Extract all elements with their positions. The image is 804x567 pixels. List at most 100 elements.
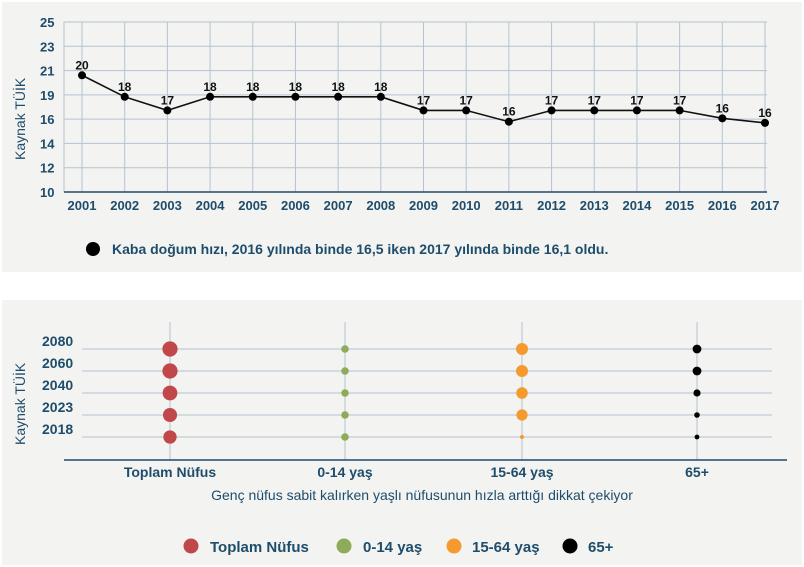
legend-swatch — [183, 538, 199, 554]
x-tick-label: 2002 — [110, 198, 139, 213]
data-point — [248, 92, 257, 101]
y-tick-label: 2018 — [42, 421, 73, 437]
legend-swatch — [562, 538, 578, 554]
data-label: 18 — [289, 80, 303, 94]
data-label: 17 — [630, 93, 644, 107]
data-point — [675, 106, 684, 115]
y-tick-label: 19 — [40, 88, 54, 103]
data-point — [516, 409, 528, 421]
data-label: 17 — [417, 93, 431, 107]
data-label: 17 — [673, 93, 687, 107]
data-label: 20 — [75, 58, 89, 72]
y-tick-label: 14 — [40, 136, 55, 151]
data-point — [520, 435, 524, 439]
y-tick-label: 21 — [40, 64, 54, 79]
legend-label: 0-14 yaş — [363, 539, 422, 556]
data-point — [206, 92, 215, 101]
data-label: 16 — [758, 106, 772, 120]
data-point — [163, 430, 177, 444]
x-tick-label: 2013 — [580, 198, 609, 213]
data-point — [694, 434, 700, 440]
data-point — [341, 433, 349, 441]
data-point — [692, 366, 702, 376]
data-label: 18 — [203, 80, 217, 94]
x-tick-label: 2017 — [751, 198, 780, 213]
x-tick-label: 2006 — [281, 198, 310, 213]
data-point — [419, 106, 428, 115]
data-point — [693, 389, 701, 397]
x-tick-label: 2010 — [452, 198, 481, 213]
data-point — [78, 71, 86, 80]
x-tick-label: 15-64 yaş — [490, 464, 553, 480]
data-label: 16 — [716, 101, 730, 115]
legend-label: 15-64 yaş — [472, 539, 540, 556]
x-tick-label: 2008 — [366, 198, 395, 213]
y-tick-label: 2023 — [42, 399, 73, 415]
legend-swatch — [446, 538, 462, 554]
data-label: 17 — [588, 93, 602, 107]
y-tick-label: 2080 — [42, 333, 73, 349]
x-tick-label: 65+ — [685, 464, 709, 480]
population-projection-chart-panel: Kaynak TÜİK 2080 2060 2040 2023 2018 Toplam Nü… — [2, 300, 802, 565]
data-point — [162, 385, 178, 401]
data-label: 18 — [118, 80, 132, 94]
x-tick-label: 2016 — [708, 198, 737, 213]
data-point — [547, 106, 556, 115]
population-projection-dot-chart: Kaynak TÜİK 2080 2060 2040 2023 2018 Toplam Nü… — [11, 322, 787, 556]
data-point — [120, 92, 129, 101]
y-tick-label: 16 — [40, 112, 54, 127]
y-tick-label: 23 — [40, 39, 54, 54]
x-tick-label: Toplam Nüfus — [124, 464, 217, 480]
data-point — [516, 387, 528, 399]
x-tick-label: 2012 — [537, 198, 566, 213]
x-tick-label: 2001 — [68, 198, 97, 213]
y-tick-label: 10 — [40, 185, 54, 200]
data-label: 17 — [161, 93, 175, 107]
legend-label: Toplam Nüfus — [210, 539, 309, 556]
legend-swatch — [336, 538, 352, 554]
data-point — [516, 365, 528, 377]
data-point — [334, 92, 343, 101]
data-point — [718, 114, 727, 123]
x-tick-label: 2014 — [622, 198, 652, 213]
data-point — [291, 92, 300, 101]
x-tick-label: 2003 — [153, 198, 182, 213]
annotation-text: Kaba doğum hızı, 2016 yılında binde 16,5… — [112, 241, 608, 257]
x-tick-label: 2009 — [409, 198, 438, 213]
data-point — [632, 106, 641, 115]
data-point — [162, 407, 178, 423]
data-label: 17 — [460, 93, 474, 107]
y-tick-label: 25 — [40, 15, 54, 30]
data-point — [692, 344, 702, 354]
birth-rate-line-chart: 10 12 14 16 19 21 23 25 Kaynak TÜİK 2001 2002 2003 2… — [11, 15, 780, 257]
chart-subtitle: Genç nüfus sabit kalırken yaşlı nüfusunu… — [211, 487, 633, 503]
x-tick-label: 2005 — [238, 198, 267, 213]
x-tick-label: 0-14 yaş — [317, 464, 372, 480]
data-point — [516, 343, 528, 355]
data-point — [163, 106, 172, 115]
data-point — [341, 345, 349, 353]
x-tick-label: 2004 — [196, 198, 226, 213]
data-point — [694, 412, 700, 418]
x-tick-label: 2011 — [495, 198, 523, 213]
data-label: 18 — [331, 80, 345, 94]
data-point — [462, 106, 471, 115]
y-tick-label: 2060 — [42, 355, 73, 371]
data-label: 18 — [246, 80, 260, 94]
data-label: 17 — [545, 93, 559, 107]
data-label: 18 — [374, 80, 388, 94]
data-point — [162, 341, 178, 357]
birth-rate-chart-panel: 10 12 14 16 19 21 23 25 Kaynak TÜİK 2001 2002 2003 2… — [2, 2, 802, 272]
y-tick-label: 12 — [40, 161, 54, 176]
data-point — [341, 389, 349, 397]
data-label: 16 — [502, 105, 516, 119]
data-point — [590, 106, 599, 115]
data-point — [376, 92, 385, 101]
data-point — [162, 363, 178, 379]
data-point — [504, 117, 513, 126]
data-point — [761, 118, 769, 127]
legend-label: 65+ — [588, 539, 614, 556]
y-axis-label: Kaynak TÜİK — [11, 77, 28, 160]
data-point — [341, 411, 349, 419]
annotation-bullet — [86, 242, 100, 256]
